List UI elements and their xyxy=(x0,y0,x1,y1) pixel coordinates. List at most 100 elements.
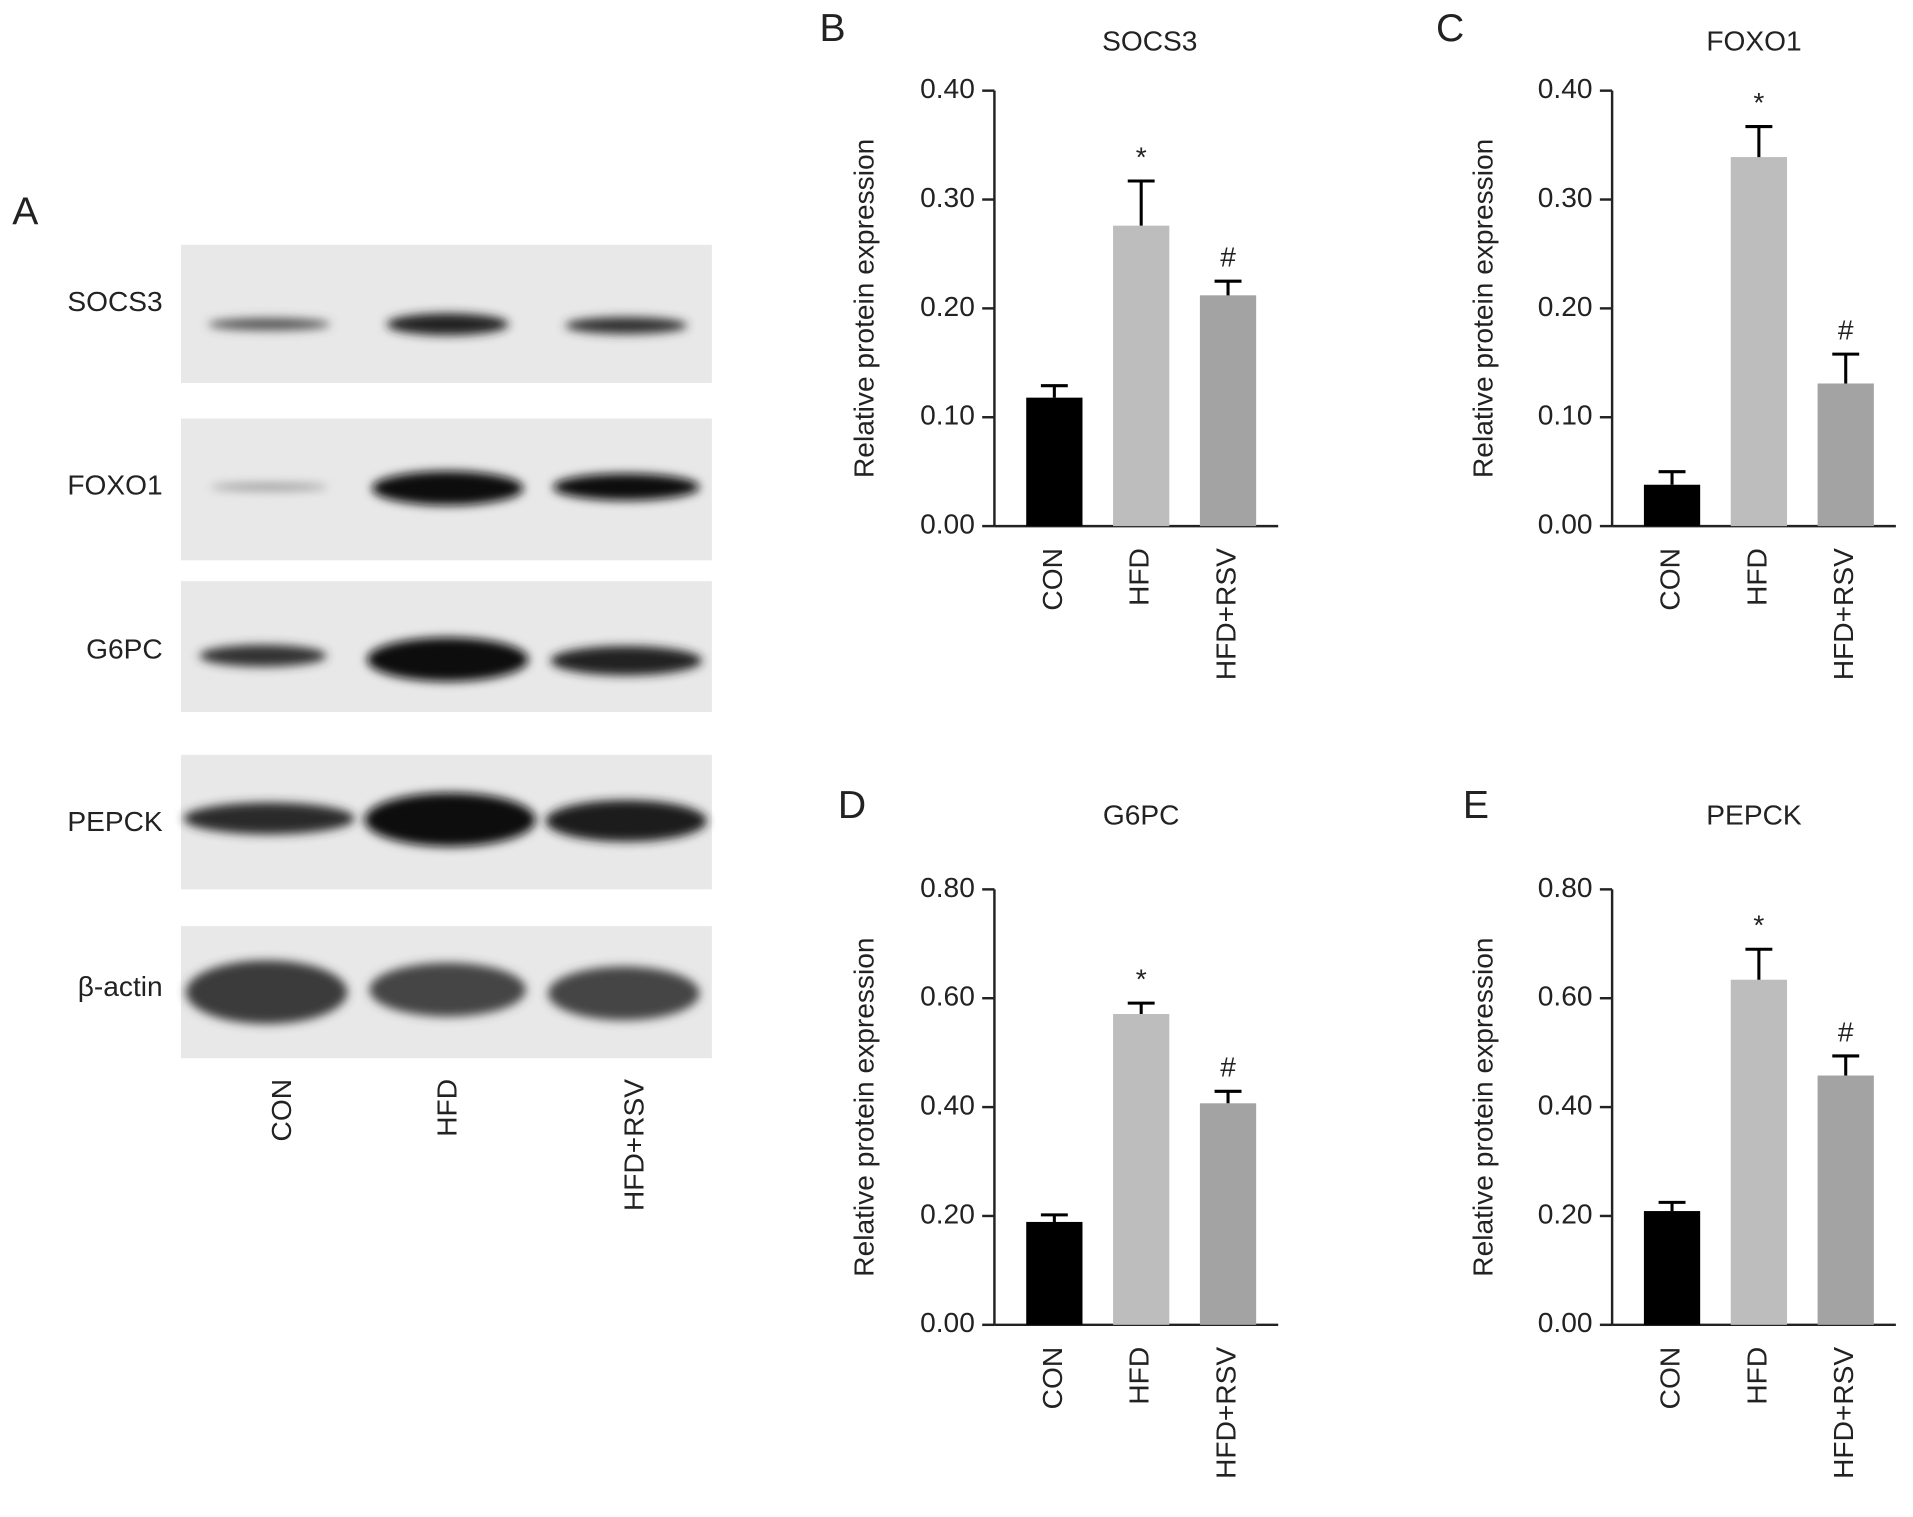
x-tick-label: HFD xyxy=(1124,548,1155,606)
bar xyxy=(1817,1075,1874,1325)
error-bar xyxy=(1040,384,1068,398)
significance-mark: * xyxy=(1753,87,1764,118)
band xyxy=(545,800,707,842)
bar xyxy=(1730,979,1788,1325)
lane-label: CON xyxy=(266,1079,297,1142)
bar-chart: D G6PC Relative protein expression 0.00 0.20… xyxy=(838,784,1279,1479)
y-tick-label: 0.20 xyxy=(1538,291,1593,322)
y-tick-label: 0.80 xyxy=(1538,872,1593,903)
y-axis-label: Relative protein expression xyxy=(1467,937,1498,1276)
x-tick-label: CON xyxy=(1037,548,1068,611)
y-tick-label: 0.00 xyxy=(920,509,975,540)
bar-chart: E PEPCK Relative protein expression 0.00 0.2… xyxy=(1463,784,1896,1479)
y-tick-label: 0.60 xyxy=(1538,981,1593,1012)
bar xyxy=(1113,225,1170,527)
band xyxy=(207,318,331,331)
error-bar xyxy=(1127,179,1155,226)
protein-label: SOCS3 xyxy=(67,286,162,317)
band xyxy=(547,966,700,1021)
chart-title: G6PC xyxy=(1103,800,1180,831)
y-axis-label: Relative protein expression xyxy=(848,937,879,1276)
lane-label: HFD+RSV xyxy=(618,1079,649,1211)
y-tick-label: 0.20 xyxy=(920,1198,975,1229)
chart-title: FOXO1 xyxy=(1706,25,1801,56)
bar-chart: B SOCS3 Relative protein expression 0.00 0.1… xyxy=(820,7,1279,680)
y-tick-label: 0.00 xyxy=(1538,509,1593,540)
bar xyxy=(1026,397,1083,527)
significance-mark: # xyxy=(1220,1052,1236,1083)
bar xyxy=(1730,157,1788,527)
band xyxy=(364,792,536,847)
y-tick-label: 0.30 xyxy=(920,182,975,213)
bar xyxy=(1199,1103,1257,1325)
error-bar xyxy=(1127,1001,1155,1015)
significance-mark: # xyxy=(1838,1016,1854,1047)
significance-mark: # xyxy=(1838,315,1854,346)
significance-mark: # xyxy=(1220,242,1236,273)
x-tick-label: CON xyxy=(1654,548,1685,611)
band xyxy=(366,637,529,682)
error-bar xyxy=(1745,125,1773,158)
bar xyxy=(1643,484,1701,527)
error-bar xyxy=(1745,947,1773,980)
y-tick-label: 0.40 xyxy=(1538,73,1593,104)
x-tick-label: HFD+RSV xyxy=(1828,548,1859,680)
y-tick-label: 0.20 xyxy=(920,291,975,322)
bar xyxy=(1113,1014,1170,1325)
panel-letter: A xyxy=(12,191,39,234)
x-tick-label: HFD xyxy=(1124,1347,1155,1405)
y-tick-label: 0.60 xyxy=(920,981,975,1012)
protein-label: FOXO1 xyxy=(67,469,162,500)
x-tick-label: HFD xyxy=(1741,548,1772,606)
error-bar xyxy=(1832,1054,1860,1076)
band xyxy=(550,645,703,676)
band xyxy=(199,644,327,667)
bar xyxy=(1643,1211,1701,1325)
bands xyxy=(183,313,707,1024)
y-tick-label: 0.40 xyxy=(920,1090,975,1121)
x-tick-label: HFD xyxy=(1741,1347,1772,1405)
bar xyxy=(1817,383,1874,527)
y-tick-label: 0.40 xyxy=(1538,1090,1593,1121)
chart-title: PEPCK xyxy=(1706,800,1802,831)
error-bar xyxy=(1040,1213,1068,1222)
significance-mark: * xyxy=(1136,964,1147,995)
x-tick-label: CON xyxy=(1654,1347,1685,1410)
y-axis-label: Relative protein expression xyxy=(1467,139,1498,478)
y-tick-label: 0.20 xyxy=(1538,1198,1593,1229)
error-bar xyxy=(1214,1089,1242,1104)
protein-label: G6PC xyxy=(86,633,163,664)
lane-label: HFD xyxy=(431,1079,462,1137)
protein-label: β-actin xyxy=(78,971,163,1002)
chart-title: SOCS3 xyxy=(1102,25,1197,56)
band xyxy=(552,473,700,501)
band xyxy=(210,483,328,491)
bar-chart: C FOXO1 Relative protein expression 0.00 0.1… xyxy=(1436,7,1896,680)
error-bar xyxy=(1832,352,1860,384)
significance-mark: * xyxy=(1136,141,1147,172)
band xyxy=(183,802,355,835)
band xyxy=(386,313,509,336)
y-tick-label: 0.00 xyxy=(920,1307,975,1338)
band xyxy=(565,316,688,335)
bar xyxy=(1026,1221,1083,1325)
protein-label: PEPCK xyxy=(67,806,163,837)
y-tick-label: 0.10 xyxy=(920,400,975,431)
panel-letter: B xyxy=(820,7,846,50)
error-bar xyxy=(1658,1200,1686,1212)
panel-letter: C xyxy=(1436,7,1464,50)
x-tick-label: HFD+RSV xyxy=(1828,1347,1859,1479)
band xyxy=(369,962,526,1017)
error-bar xyxy=(1658,470,1686,485)
band xyxy=(185,960,348,1024)
y-tick-label: 0.30 xyxy=(1538,182,1593,213)
significance-mark: * xyxy=(1753,910,1764,941)
y-axis-label: Relative protein expression xyxy=(848,139,879,478)
panel-letter: E xyxy=(1463,784,1489,827)
y-tick-label: 0.10 xyxy=(1538,400,1593,431)
y-tick-label: 0.00 xyxy=(1538,1307,1593,1338)
x-tick-label: HFD+RSV xyxy=(1210,548,1241,680)
panel-letter: D xyxy=(838,784,866,827)
